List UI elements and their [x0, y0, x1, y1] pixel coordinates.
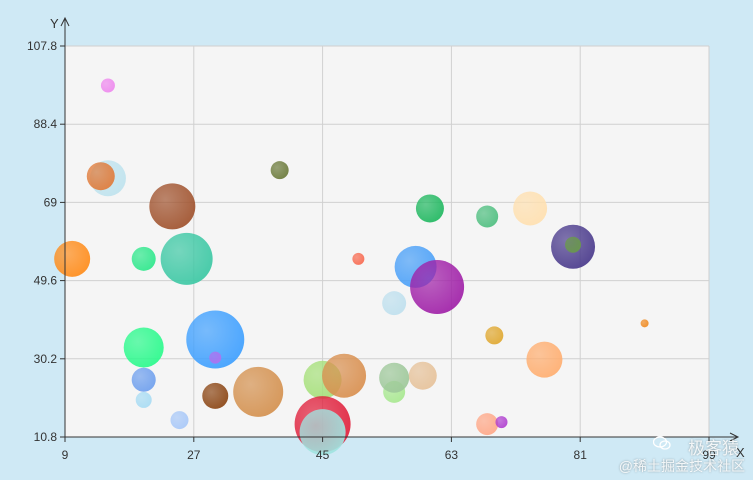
wechat-icon	[653, 436, 671, 450]
y-tick-label: 107.8	[27, 39, 57, 53]
bubble-point[interactable]	[565, 236, 582, 253]
bubble-point[interactable]	[352, 252, 365, 265]
bubble-point[interactable]	[640, 319, 649, 328]
bubble-point[interactable]	[408, 361, 437, 390]
x-tick-label: 27	[187, 448, 201, 462]
watermark-brand: 极客猿	[688, 439, 739, 458]
bubble-point[interactable]	[123, 327, 164, 368]
axes: Y X	[50, 16, 745, 460]
bubble-point[interactable]	[379, 362, 410, 393]
bubble-point[interactable]	[476, 205, 499, 228]
bubble-point[interactable]	[322, 353, 367, 398]
bubble-point[interactable]	[186, 310, 245, 369]
watermark-site: @稀土掘金技术社区	[618, 458, 745, 474]
bubble-point[interactable]	[495, 416, 508, 429]
x-axis-arrow-icon	[729, 432, 740, 442]
y-axis-name: Y	[50, 16, 59, 31]
bubble-point[interactable]	[526, 341, 563, 378]
bubble-point[interactable]	[135, 391, 152, 408]
bubble-point[interactable]	[202, 382, 229, 409]
bubble-point[interactable]	[299, 409, 346, 456]
bubble-point[interactable]	[170, 411, 189, 430]
y-tick-label: 30.2	[34, 352, 58, 366]
bubble-point[interactable]	[100, 78, 115, 93]
x-tick-label: 63	[445, 448, 459, 462]
bubble-point[interactable]	[131, 246, 156, 271]
bubble-point[interactable]	[476, 413, 499, 436]
bubble-point[interactable]	[410, 260, 465, 315]
y-tick-label: 49.6	[34, 274, 58, 288]
x-tick-label: 99	[702, 448, 716, 462]
bubble-point[interactable]	[149, 183, 196, 230]
y-tick-labels: 10.8 30.2 49.6 69 88.4 107.8	[27, 39, 65, 444]
bubble-series	[54, 78, 649, 456]
bubble-point[interactable]	[382, 291, 407, 316]
x-tick-label: 81	[574, 448, 588, 462]
bubble-point[interactable]	[86, 162, 115, 191]
bubble-point[interactable]	[415, 194, 444, 223]
bubble-point[interactable]	[233, 366, 284, 417]
bubble-point[interactable]	[513, 191, 548, 226]
x-tick-label: 45	[316, 448, 330, 462]
bubble-point[interactable]	[270, 161, 289, 180]
bubble-point[interactable]	[54, 240, 91, 277]
x-tick-label: 9	[62, 448, 69, 462]
y-tick-label: 10.8	[34, 430, 58, 444]
y-tick-label: 88.4	[34, 117, 58, 131]
bubble-point[interactable]	[209, 351, 222, 364]
bubble-point[interactable]	[160, 232, 213, 285]
bubble-point[interactable]	[485, 326, 504, 345]
x-axis-name: X	[736, 445, 745, 460]
y-tick-label: 69	[44, 195, 58, 209]
x-tick-labels: 9 27 45 63 81 99	[62, 437, 716, 462]
bubble-point[interactable]	[131, 367, 156, 392]
y-axis-arrow-icon	[60, 16, 70, 27]
